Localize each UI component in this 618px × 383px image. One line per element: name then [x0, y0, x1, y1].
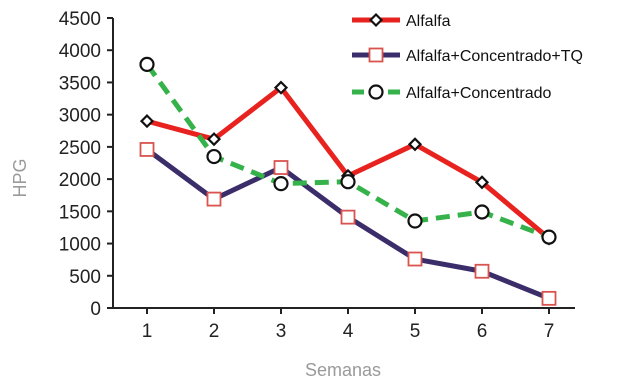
data-point — [273, 160, 289, 175]
x-tick-label: 1 — [142, 321, 153, 342]
legend-label: Alfalfa+Concentrado+TQ — [406, 48, 583, 65]
data-point — [206, 148, 222, 165]
data-point — [407, 213, 423, 229]
y-axis-title: HPG — [10, 158, 30, 197]
y-tick-label: 4000 — [59, 41, 101, 62]
y-axis-ticks: 0 500 1000 1500 2000 2500 3000 3500 4000 4500 — [59, 9, 113, 320]
data-point — [340, 174, 356, 190]
data-point — [474, 175, 490, 190]
data-point — [541, 290, 557, 306]
series-2 — [139, 142, 557, 306]
legend: Alfalfa Alfalfa+Concentrado+TQ Alfalfa+Con… — [352, 12, 583, 102]
series-layer — [139, 56, 557, 306]
data-point — [474, 204, 490, 220]
x-tick-label: 5 — [410, 321, 421, 342]
data-point — [273, 176, 289, 192]
series-3 — [139, 56, 557, 245]
x-tick-label: 7 — [544, 321, 555, 342]
data-point — [139, 142, 155, 157]
data-point — [541, 229, 557, 245]
data-point — [206, 191, 222, 207]
legend-marker — [368, 84, 384, 100]
legend-marker — [368, 47, 384, 63]
data-point — [407, 137, 423, 152]
y-tick-label: 2500 — [59, 138, 101, 159]
legend-item: Alfalfa — [352, 12, 451, 30]
y-tick-label: 2000 — [59, 170, 101, 191]
y-tick-label: 3500 — [59, 73, 101, 94]
y-tick-label: 1000 — [59, 235, 101, 256]
legend-item: Alfalfa+Concentrado+TQ — [352, 47, 583, 65]
data-point — [407, 251, 423, 267]
data-point — [139, 114, 155, 129]
x-axis-ticks: 1 2 3 4 5 6 7 — [142, 308, 555, 342]
data-point — [139, 56, 155, 73]
x-tick-label: 6 — [477, 321, 488, 342]
legend-marker — [368, 12, 384, 28]
legend-label: Alfalfa — [406, 13, 451, 30]
y-tick-label: 4500 — [59, 9, 101, 30]
axes — [112, 18, 575, 309]
y-tick-label: 3000 — [59, 106, 101, 127]
x-axis-title: Semanas — [305, 360, 381, 380]
data-point — [474, 263, 490, 279]
x-tick-label: 2 — [209, 321, 220, 342]
y-tick-label: 500 — [69, 267, 101, 288]
x-tick-label: 4 — [343, 321, 354, 342]
data-point — [273, 80, 289, 95]
y-tick-label: 1500 — [59, 202, 101, 223]
data-point — [340, 209, 356, 225]
y-tick-label: 0 — [90, 299, 101, 320]
x-tick-label: 3 — [276, 321, 287, 342]
data-point — [206, 132, 222, 147]
legend-label: Alfalfa+Concentrado — [406, 85, 552, 102]
legend-item: Alfalfa+Concentrado — [352, 84, 552, 102]
